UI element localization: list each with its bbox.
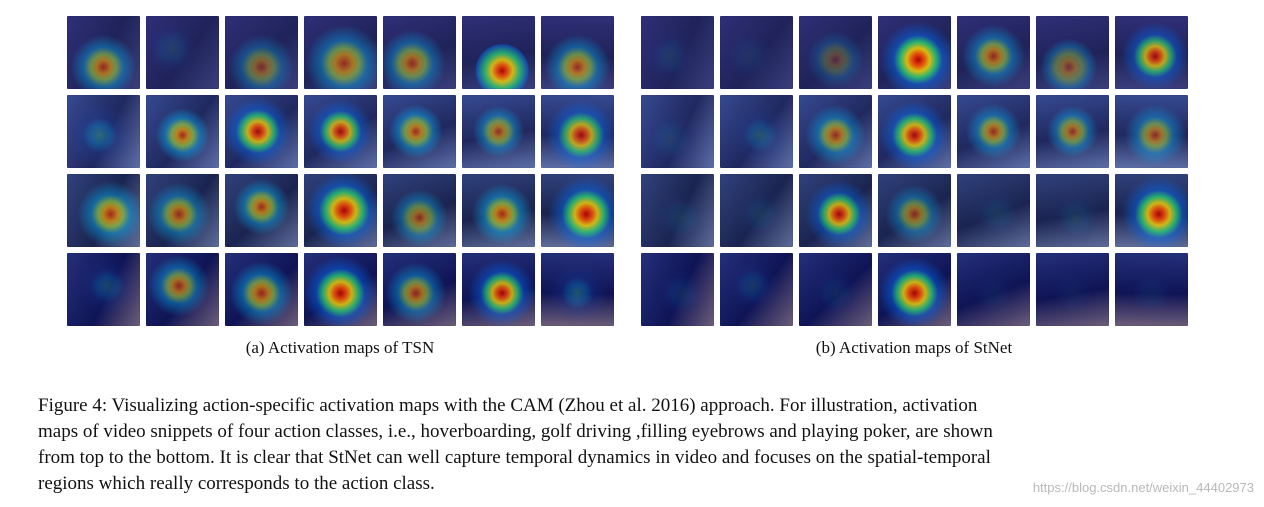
tsn-thumbnail — [383, 95, 456, 168]
panel-a-caption: (a) Activation maps of TSN — [245, 338, 435, 357]
tsn-thumbnail — [541, 253, 614, 326]
stnet-thumbnail — [878, 16, 951, 89]
tsn-thumbnail — [304, 253, 377, 326]
stnet-thumbnail — [1036, 95, 1109, 168]
stnet-thumbnail — [1036, 174, 1109, 247]
tsn-thumbnail — [67, 16, 140, 89]
tsn-thumbnail — [67, 95, 140, 168]
stnet-thumbnail — [641, 253, 714, 326]
figure-caption-line: maps of video snippets of four action cl… — [38, 421, 993, 442]
tsn-thumbnail — [225, 95, 298, 168]
stnet-thumbnail — [641, 95, 714, 168]
tsn-thumbnail — [541, 16, 614, 89]
tsn-thumbnail — [146, 174, 219, 247]
figure-caption-line: regions which really corresponds to the … — [38, 473, 435, 494]
stnet-thumbnail — [957, 95, 1030, 168]
stnet-thumbnail — [799, 174, 872, 247]
tsn-thumbnail — [225, 16, 298, 89]
tsn-thumbnail — [462, 253, 535, 326]
stnet-thumbnail — [878, 253, 951, 326]
stnet-thumbnail — [957, 16, 1030, 89]
stnet-thumbnail — [1036, 16, 1109, 89]
stnet-activation-panel — [641, 16, 1188, 326]
tsn-thumbnail — [146, 16, 219, 89]
tsn-thumbnail — [304, 174, 377, 247]
stnet-thumbnail — [878, 95, 951, 168]
tsn-thumbnail — [541, 95, 614, 168]
stnet-thumbnail — [957, 174, 1030, 247]
tsn-thumbnail — [67, 174, 140, 247]
tsn-thumbnail — [383, 16, 456, 89]
tsn-thumbnail — [541, 174, 614, 247]
stnet-thumbnail — [1115, 95, 1188, 168]
tsn-thumbnail — [462, 16, 535, 89]
stnet-thumbnail — [799, 95, 872, 168]
stnet-thumbnail — [1036, 253, 1109, 326]
tsn-thumbnail — [225, 174, 298, 247]
stnet-thumbnail — [878, 174, 951, 247]
stnet-thumbnail — [1115, 16, 1188, 89]
tsn-thumbnail — [383, 253, 456, 326]
watermark-text: https://blog.csdn.net/weixin_44402973 — [1032, 480, 1254, 495]
figure-caption: Figure 4: Visualizing action-specific ac… — [38, 393, 1218, 497]
stnet-thumbnail — [720, 253, 793, 326]
stnet-thumbnail — [1115, 253, 1188, 326]
tsn-thumbnail — [304, 95, 377, 168]
tsn-thumbnail — [304, 16, 377, 89]
stnet-thumbnail — [720, 16, 793, 89]
stnet-thumbnail — [799, 253, 872, 326]
stnet-thumbnail — [957, 253, 1030, 326]
tsn-thumbnail — [462, 95, 535, 168]
stnet-thumbnail — [1115, 174, 1188, 247]
stnet-thumbnail — [720, 95, 793, 168]
stnet-thumbnail — [799, 16, 872, 89]
stnet-thumbnail — [720, 174, 793, 247]
panel-b-caption: (b) Activation maps of StNet — [815, 338, 1013, 357]
figure-caption-line: Figure 4: Visualizing action-specific ac… — [38, 395, 978, 416]
figure-caption-line: from top to the bottom. It is clear that… — [38, 447, 991, 468]
tsn-thumbnail — [146, 253, 219, 326]
stnet-thumbnail — [641, 174, 714, 247]
tsn-thumbnail — [146, 95, 219, 168]
tsn-thumbnail — [383, 174, 456, 247]
tsn-thumbnail — [67, 253, 140, 326]
tsn-thumbnail — [225, 253, 298, 326]
stnet-thumbnail — [641, 16, 714, 89]
tsn-thumbnail — [462, 174, 535, 247]
tsn-activation-panel — [67, 16, 614, 326]
